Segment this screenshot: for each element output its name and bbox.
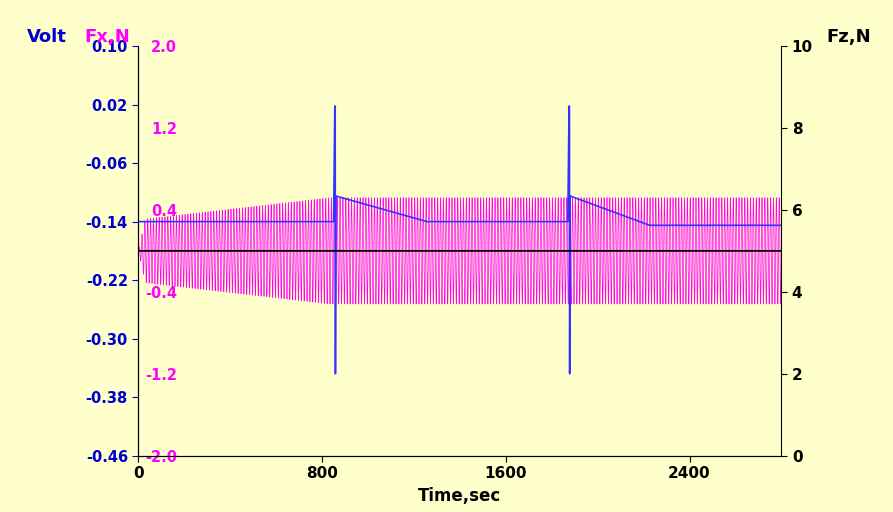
Text: Fx,N: Fx,N [85, 28, 130, 46]
Text: Volt: Volt [27, 28, 67, 46]
X-axis label: Time,sec: Time,sec [418, 486, 502, 505]
Text: Fz,N: Fz,N [826, 28, 871, 46]
